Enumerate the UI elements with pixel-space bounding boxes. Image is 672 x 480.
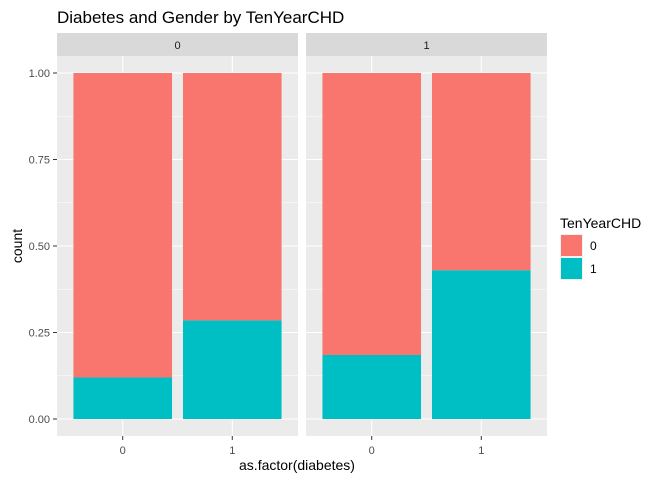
facet-strip bbox=[306, 33, 547, 56]
bar-segment-0-1-series-0 bbox=[182, 73, 282, 321]
x-tick-label: 1 bbox=[229, 445, 235, 457]
legend-label-1: 1 bbox=[590, 262, 597, 276]
x-axis-title: as.factor(diabetes) bbox=[239, 457, 355, 473]
y-tick-label: 0.50 bbox=[29, 241, 50, 253]
bar-segment-0-1-series-1 bbox=[182, 320, 282, 419]
y-tick-label: 0.00 bbox=[29, 414, 50, 426]
facet-strip bbox=[57, 33, 298, 56]
legend-swatch-0 bbox=[561, 235, 582, 256]
y-axis-title: count bbox=[9, 229, 25, 263]
x-axis: 0 1 0 1 bbox=[120, 436, 484, 457]
legend: TenYearCHD 0 1 bbox=[560, 215, 641, 280]
x-tick-label: 1 bbox=[478, 445, 484, 457]
bar-segment-1-0-series-1 bbox=[322, 354, 422, 419]
bar-segment-1-1-series-0 bbox=[431, 73, 531, 271]
chart-title: Diabetes and Gender by TenYearCHD bbox=[57, 8, 344, 27]
facet-strip-label: 1 bbox=[423, 40, 429, 52]
legend-label-0: 0 bbox=[590, 239, 597, 253]
bar-segment-1-0-series-0 bbox=[322, 73, 422, 355]
legend-swatch-1 bbox=[561, 258, 582, 279]
bar-segment-0-0-series-1 bbox=[73, 377, 173, 419]
x-tick-label: 0 bbox=[369, 445, 375, 457]
y-tick-label: 0.25 bbox=[29, 328, 50, 340]
bar-segment-0-0-series-0 bbox=[73, 73, 173, 378]
panel-0: 0 bbox=[57, 33, 298, 436]
facet-strip-label: 0 bbox=[174, 40, 180, 52]
x-tick-label: 0 bbox=[120, 445, 126, 457]
y-axis: 0.00 0.25 0.50 0.75 1.00 bbox=[29, 68, 57, 426]
legend-title: TenYearCHD bbox=[560, 215, 641, 231]
y-tick-label: 0.75 bbox=[29, 155, 50, 167]
panel-1: 1 bbox=[306, 33, 547, 436]
y-tick-label: 1.00 bbox=[29, 68, 50, 80]
bar-segment-1-1-series-1 bbox=[431, 270, 531, 419]
